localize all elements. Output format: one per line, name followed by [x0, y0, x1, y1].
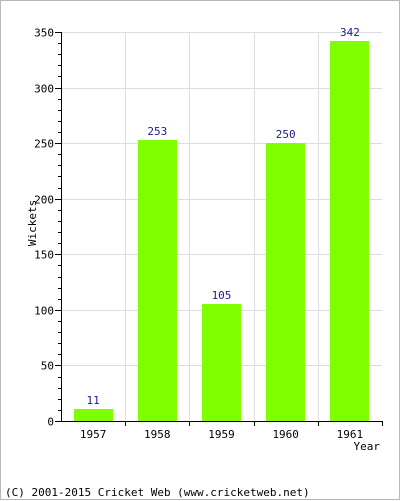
y-tick-label-250: 250: [34, 138, 54, 151]
copyright-footer: (C) 2001-2015 Cricket Web (www.cricketwe…: [5, 486, 310, 499]
data-label-1958: 253: [147, 125, 167, 138]
x-tick-label-1958: 1958: [144, 428, 171, 441]
y-tick-label-150: 150: [34, 249, 54, 262]
x-tick-label-1959: 1959: [208, 428, 235, 441]
bar-1959: [202, 304, 241, 421]
bar-1958: [138, 140, 177, 421]
y-tick-label-50: 50: [41, 360, 54, 373]
x-tick-label-1961: 1961: [337, 428, 364, 441]
bar-1960: [266, 143, 305, 421]
y-tick-label-200: 200: [34, 194, 54, 207]
y-tick-label-300: 300: [34, 83, 54, 96]
x-tick-label-1960: 1960: [272, 428, 299, 441]
bar-1957: [74, 409, 113, 421]
axes: [55, 32, 383, 426]
data-label-1959: 105: [212, 289, 232, 302]
y-tick-label-100: 100: [34, 305, 54, 318]
y-tick-label-0: 0: [47, 416, 54, 429]
grid-lines: [61, 32, 382, 421]
data-label-1957: 11: [86, 394, 99, 407]
bar-1961: [330, 41, 369, 421]
data-label-1961: 342: [340, 26, 360, 39]
data-label-1960: 250: [276, 128, 296, 141]
bars: [74, 41, 369, 421]
x-tick-label-1957: 1957: [80, 428, 107, 441]
y-axis-title: Wickets: [26, 200, 39, 246]
y-tick-label-350: 350: [34, 27, 54, 40]
chart-text: 0 50 100 150 200 250 300 350 11 1957 253 1958 105 195…: [34, 26, 363, 441]
x-axis-title: Year: [354, 440, 381, 453]
